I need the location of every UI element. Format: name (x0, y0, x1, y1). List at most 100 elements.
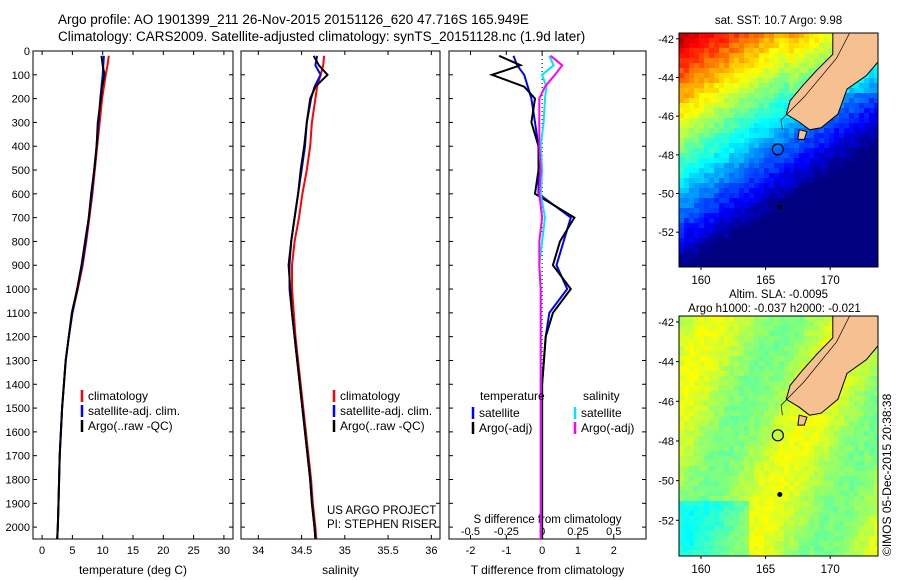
y-tick-label: 100 (12, 70, 30, 82)
x-tick-label: 10 (97, 545, 109, 557)
y-tick-label: 1000 (6, 284, 30, 296)
lat-tick-label: -48 (658, 150, 674, 162)
x-tick-label: -2 (466, 545, 476, 557)
bathymetry-contour (780, 315, 850, 416)
map-subtitle: Argo h1000: -0.037 h2000: -0.021 (688, 303, 861, 315)
pi-annotation: US ARGO PROJECT (327, 505, 436, 517)
x-tick-label: -1 (501, 545, 511, 557)
legend-label: Argo(..raw -QC) (88, 419, 173, 433)
land-south-island (785, 32, 879, 131)
lat-tick-label: -42 (658, 34, 674, 46)
y-tick-label: 600 (12, 189, 30, 201)
y-tick-label: 200 (12, 94, 30, 106)
legend-label: climatology (88, 389, 148, 403)
panel-frame (448, 50, 647, 540)
x-axis-label: T difference from climatology (471, 563, 625, 577)
y-tick-label: 1300 (6, 355, 30, 367)
y-tick-label: 1800 (6, 474, 30, 486)
top-tick-label: -0.5 (461, 526, 480, 538)
y-tick-label: 300 (12, 117, 30, 129)
x-tick-label: 20 (157, 545, 169, 557)
y-tick-label: 900 (12, 260, 30, 272)
y-tick-label: 1400 (6, 379, 30, 391)
lon-tick-label: 165 (756, 275, 775, 287)
x-tick-label: 15 (127, 545, 139, 557)
lat-tick-label: -50 (658, 476, 674, 488)
map-title: Altim. SLA: -0.0095 (729, 289, 828, 301)
map-panel-sst: -42 -44 -46 -48 -50 -52 160 165 170 sat. SST: 10.… (658, 15, 879, 287)
legend-label: climatology (340, 389, 400, 403)
x-tick-label: 0 (539, 545, 545, 557)
x-tick-label: 30 (218, 545, 230, 557)
lat-tick-label: -48 (658, 436, 674, 448)
legend-label: Argo(..raw -QC) (340, 419, 425, 433)
y-tick-label: 400 (12, 141, 30, 153)
lat-tick-label: -50 (658, 189, 674, 201)
y-tick-label: 1200 (6, 332, 30, 344)
lat-tick-label: -42 (658, 317, 674, 329)
lon-tick-label: 160 (691, 564, 710, 576)
lon-tick-label: 170 (821, 275, 840, 287)
legend-label: satellite (581, 406, 622, 420)
legend-group-title: temperature (480, 389, 545, 403)
land-south-island (785, 315, 879, 416)
x-axis-label: temperature (deg C) (79, 563, 187, 577)
x-tick-label: 1 (575, 545, 581, 557)
x-tick-label: 34.5 (291, 545, 312, 557)
lat-tick-label: -44 (658, 357, 674, 369)
x-tick-label: 35.5 (377, 545, 398, 557)
y-tick-label: 500 (12, 165, 30, 177)
x-tick-label: 2 (611, 545, 617, 557)
top-tick-label: -0.25 (494, 526, 519, 538)
map-frame (678, 315, 879, 557)
bathymetry-contour (780, 32, 850, 130)
lon-tick-label: 170 (821, 564, 840, 576)
x-axis-label: salinity (322, 563, 359, 577)
land-auckland-islands (777, 492, 783, 498)
panel-frame (32, 50, 234, 540)
y-tick-label: 1600 (6, 427, 30, 439)
lat-tick-label: -52 (658, 227, 674, 239)
y-tick-label: 2000 (6, 522, 30, 534)
argo-location-marker (771, 143, 784, 156)
land-stewart-island (797, 414, 808, 426)
y-tick-label: 700 (12, 213, 30, 225)
top-axis-label: S difference from climatology (473, 514, 621, 526)
x-tick-label: 5 (69, 545, 75, 557)
legend-label: Argo(-adj) (581, 421, 634, 435)
lat-tick-label: -52 (658, 515, 674, 527)
series-line-salinity-argo-adj- (538, 55, 564, 539)
series-line-argo-raw-qc- (287, 55, 329, 540)
map-title: sat. SST: 10.7 Argo: 9.98 (715, 15, 842, 27)
y-tick-label: 1500 (6, 403, 30, 415)
series-line-temperature-argo-adj- (488, 54, 576, 539)
y-tick-label: 0 (24, 46, 30, 58)
top-tick-label: 0.25 (567, 526, 588, 538)
lat-tick-label: -46 (658, 111, 674, 123)
argo-location-marker (771, 429, 784, 442)
lon-tick-label: 160 (691, 275, 710, 287)
x-tick-label: 36 (425, 545, 437, 557)
map-frame (678, 32, 879, 268)
x-tick-label: 34 (252, 545, 264, 557)
legend-label: satellite (479, 406, 520, 420)
x-tick-label: 0 (39, 545, 45, 557)
lon-tick-label: 165 (756, 564, 775, 576)
y-tick-label: 1100 (6, 308, 30, 320)
top-tick-label: 0.5 (606, 526, 621, 538)
legend-label: satellite-adj. clim. (88, 404, 180, 418)
lat-tick-label: -44 (658, 72, 674, 84)
y-tick-label: 1900 (6, 498, 30, 510)
legend-label: Argo(-adj) (479, 421, 532, 435)
legend-group-title: salinity (583, 389, 620, 403)
lat-tick-label: -46 (658, 396, 674, 408)
x-tick-label: 35 (339, 545, 351, 557)
figure-title-line1: Argo profile: AO 1901399_211 26-Nov-2015… (58, 12, 529, 27)
map-panel-sla: -42 -44 -46 -48 -50 -52 160 165 170 Altim. SLA: -… (658, 289, 879, 576)
y-tick-label: 1700 (6, 451, 30, 463)
profile-panel-2: 34 34.5 35 35.5 36 salinity climatologysatelli… (240, 50, 441, 577)
profile-panel-1: 0100200300400500600700800900100011001200… (6, 46, 234, 577)
pi-annotation: PI: STEPHEN RISER (327, 519, 437, 531)
figure-title-line2: Climatology: CARS2009. Satellite-adjuste… (58, 29, 586, 44)
